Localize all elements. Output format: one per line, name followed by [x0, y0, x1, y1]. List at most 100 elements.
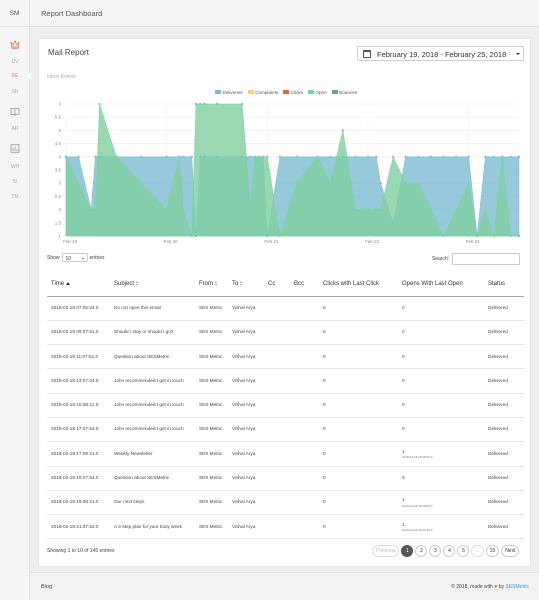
data-point-deliveries — [98, 155, 101, 158]
legend-item-open[interactable]: Open — [307, 88, 327, 96]
legend-label: Clicks — [290, 89, 303, 95]
pagination-page-1[interactable]: 1 — [401, 545, 414, 557]
brand-logo[interactable]: SM — [0, 0, 29, 27]
sidebar-item-sr[interactable]: SR — [11, 89, 19, 95]
data-point-deliveries — [484, 155, 487, 158]
cell-clicks: 0 — [319, 296, 398, 321]
sidebar-item-ar[interactable]: AR — [11, 126, 19, 132]
pagination-page-5[interactable]: 5 — [457, 545, 470, 557]
cell-to-value: Vishal Arya — [232, 450, 256, 456]
y-tick-label: 4.5 — [55, 141, 62, 146]
column-header-subject[interactable]: Subject — [110, 273, 195, 297]
data-point-deliveries — [278, 155, 282, 158]
footer-blog-link[interactable]: Blog — [41, 584, 53, 590]
table-row[interactable]: 2018-02-18 09:07:51.0 Should I stay or sh… — [47, 320, 524, 346]
cell-bcc — [290, 344, 319, 370]
cell-subject: Question about SESMetric — [110, 344, 195, 370]
data-point-deliveries — [429, 155, 433, 158]
data-point-deliveries — [341, 155, 345, 158]
cell-to: Vishal Arya — [228, 514, 264, 540]
cell-cc — [264, 344, 290, 370]
column-header-bcc[interactable]: Bcc — [290, 273, 319, 297]
crown-icon[interactable] — [10, 40, 20, 49]
column-header-cc[interactable]: Cc — [264, 273, 290, 297]
cell-from: SES Metric — [195, 466, 228, 491]
column-header-status[interactable]: Status — [484, 273, 524, 297]
table-row[interactable]: 2018-02-18 21:07:54.0 A 3-step plan for y… — [47, 514, 524, 540]
cell-cc — [264, 320, 290, 346]
cell-opens: 1 2018-02-18 22:22:33.0 — [398, 514, 484, 540]
data-point-open — [64, 155, 68, 158]
data-point-deliveries — [199, 155, 202, 158]
cell-from: SES Metric — [195, 320, 228, 346]
column-header-time[interactable]: Time — [47, 273, 110, 297]
cell-opens-value: 0 — [402, 329, 405, 335]
data-point-deliveries — [442, 155, 445, 158]
x-tick-label: Feb 22 — [365, 239, 380, 244]
footer-credit: © 2018, made with ♥ by SESMetric — [451, 584, 529, 590]
cell-from-value: SES Metric — [199, 475, 223, 481]
cell-from-value: SES Metric — [199, 329, 223, 335]
cell-cc — [264, 417, 290, 443]
legend-item-complaints[interactable]: Complaints — [247, 88, 278, 96]
cell-time-value: 2018-02-18 09:07:51.0 — [51, 329, 99, 335]
column-header-clicks[interactable]: Clicks with Last Click — [319, 273, 398, 297]
book-icon[interactable] — [10, 107, 20, 116]
pagination-page-15[interactable]: 15 — [485, 545, 500, 557]
data-point-deliveries — [266, 234, 269, 238]
data-point-open — [391, 155, 395, 158]
data-point-deliveries — [240, 155, 244, 158]
sidebar-item-wh[interactable]: WH — [10, 164, 20, 170]
table-row[interactable]: 2018-02-18 17:08:21.0 Weekly Newsletter SE… — [47, 441, 524, 467]
pagination-page-2[interactable]: 2 — [415, 545, 428, 557]
data-point-open — [492, 234, 496, 238]
pagination-previous[interactable]: Previous — [372, 545, 400, 557]
legend-item-bounces[interactable]: Bounces — [331, 88, 357, 96]
date-range-picker[interactable]: February 19, 2018 - February 25, 2018 — [357, 46, 524, 61]
column-header-from[interactable]: From — [195, 273, 228, 297]
data-point-deliveries — [379, 182, 382, 185]
pagination-page-3[interactable]: 3 — [429, 545, 442, 557]
column-header-opens[interactable]: Opens With Last Open — [398, 273, 484, 297]
cell-clicks: 0 — [319, 466, 398, 491]
cell-status-value: Delivered — [488, 523, 508, 529]
legend-item-deliveries[interactable]: Deliveries — [215, 88, 243, 96]
table-row[interactable]: 2018-02-18 07:06:24.0 Do not open this em… — [47, 296, 524, 321]
cell-time-value: 2018-02-18 21:07:54.0 — [51, 523, 99, 529]
cell-clicks: 0 — [319, 417, 398, 443]
table-row[interactable]: 2018-02-18 13:07:24.0 John recommended I … — [47, 368, 524, 394]
column-label: Cc — [268, 281, 276, 288]
sidebar-item-si[interactable]: SI — [12, 179, 18, 185]
chart-icon[interactable] — [10, 144, 20, 153]
cell-from-value: SES Metric — [199, 499, 223, 505]
table-row[interactable]: 2018-02-18 15:08:21.0 John recommended I … — [47, 393, 524, 418]
column-header-to[interactable]: To — [228, 273, 264, 297]
y-tick-label: 4 — [58, 154, 61, 159]
table-row[interactable]: 2018-02-18 17:07:54.0 John recommended I … — [47, 417, 524, 443]
table-row[interactable]: 2018-02-18 19:08:21.0 Our next steps SES M… — [47, 490, 524, 516]
entries-select[interactable]: 10 — [61, 253, 88, 262]
cell-clicks: 0 — [319, 490, 398, 516]
sidebar-item-dv[interactable]: DV — [11, 59, 19, 65]
cell-to: Vishal Arya — [228, 368, 264, 394]
table-row[interactable]: 2018-02-18 19:07:54.0 Question about SESM… — [47, 466, 524, 491]
cell-opens-value: 0 — [402, 426, 405, 432]
pagination-page-4[interactable]: 4 — [443, 545, 456, 557]
search-input[interactable] — [452, 253, 521, 265]
footer-brand-link[interactable]: SESMetric — [505, 584, 529, 590]
sort-icon — [240, 281, 242, 286]
data-point-deliveries — [492, 155, 496, 158]
x-tick-label: Feb 24 — [466, 239, 481, 244]
table-row[interactable]: 2018-02-18 11:07:51.0 Question about SESM… — [47, 344, 524, 370]
sidebar-item-tm[interactable]: TM — [11, 194, 19, 200]
cell-status: Delivered — [484, 393, 524, 418]
cell-clicks-value: 0 — [323, 475, 326, 481]
data-point-open — [341, 129, 345, 132]
sidebar-item-re[interactable]: RE — [11, 73, 19, 79]
cell-to-value: Vishal Arya — [232, 523, 256, 529]
cell-from-value: SES Metric — [199, 426, 223, 432]
cell-clicks-value: 0 — [323, 523, 326, 529]
legend-item-clicks[interactable]: Clicks — [283, 88, 303, 96]
pagination-next[interactable]: Next — [501, 545, 520, 557]
cell-last-open-time: 2018-02-18 22:22:33.0 — [402, 527, 433, 532]
